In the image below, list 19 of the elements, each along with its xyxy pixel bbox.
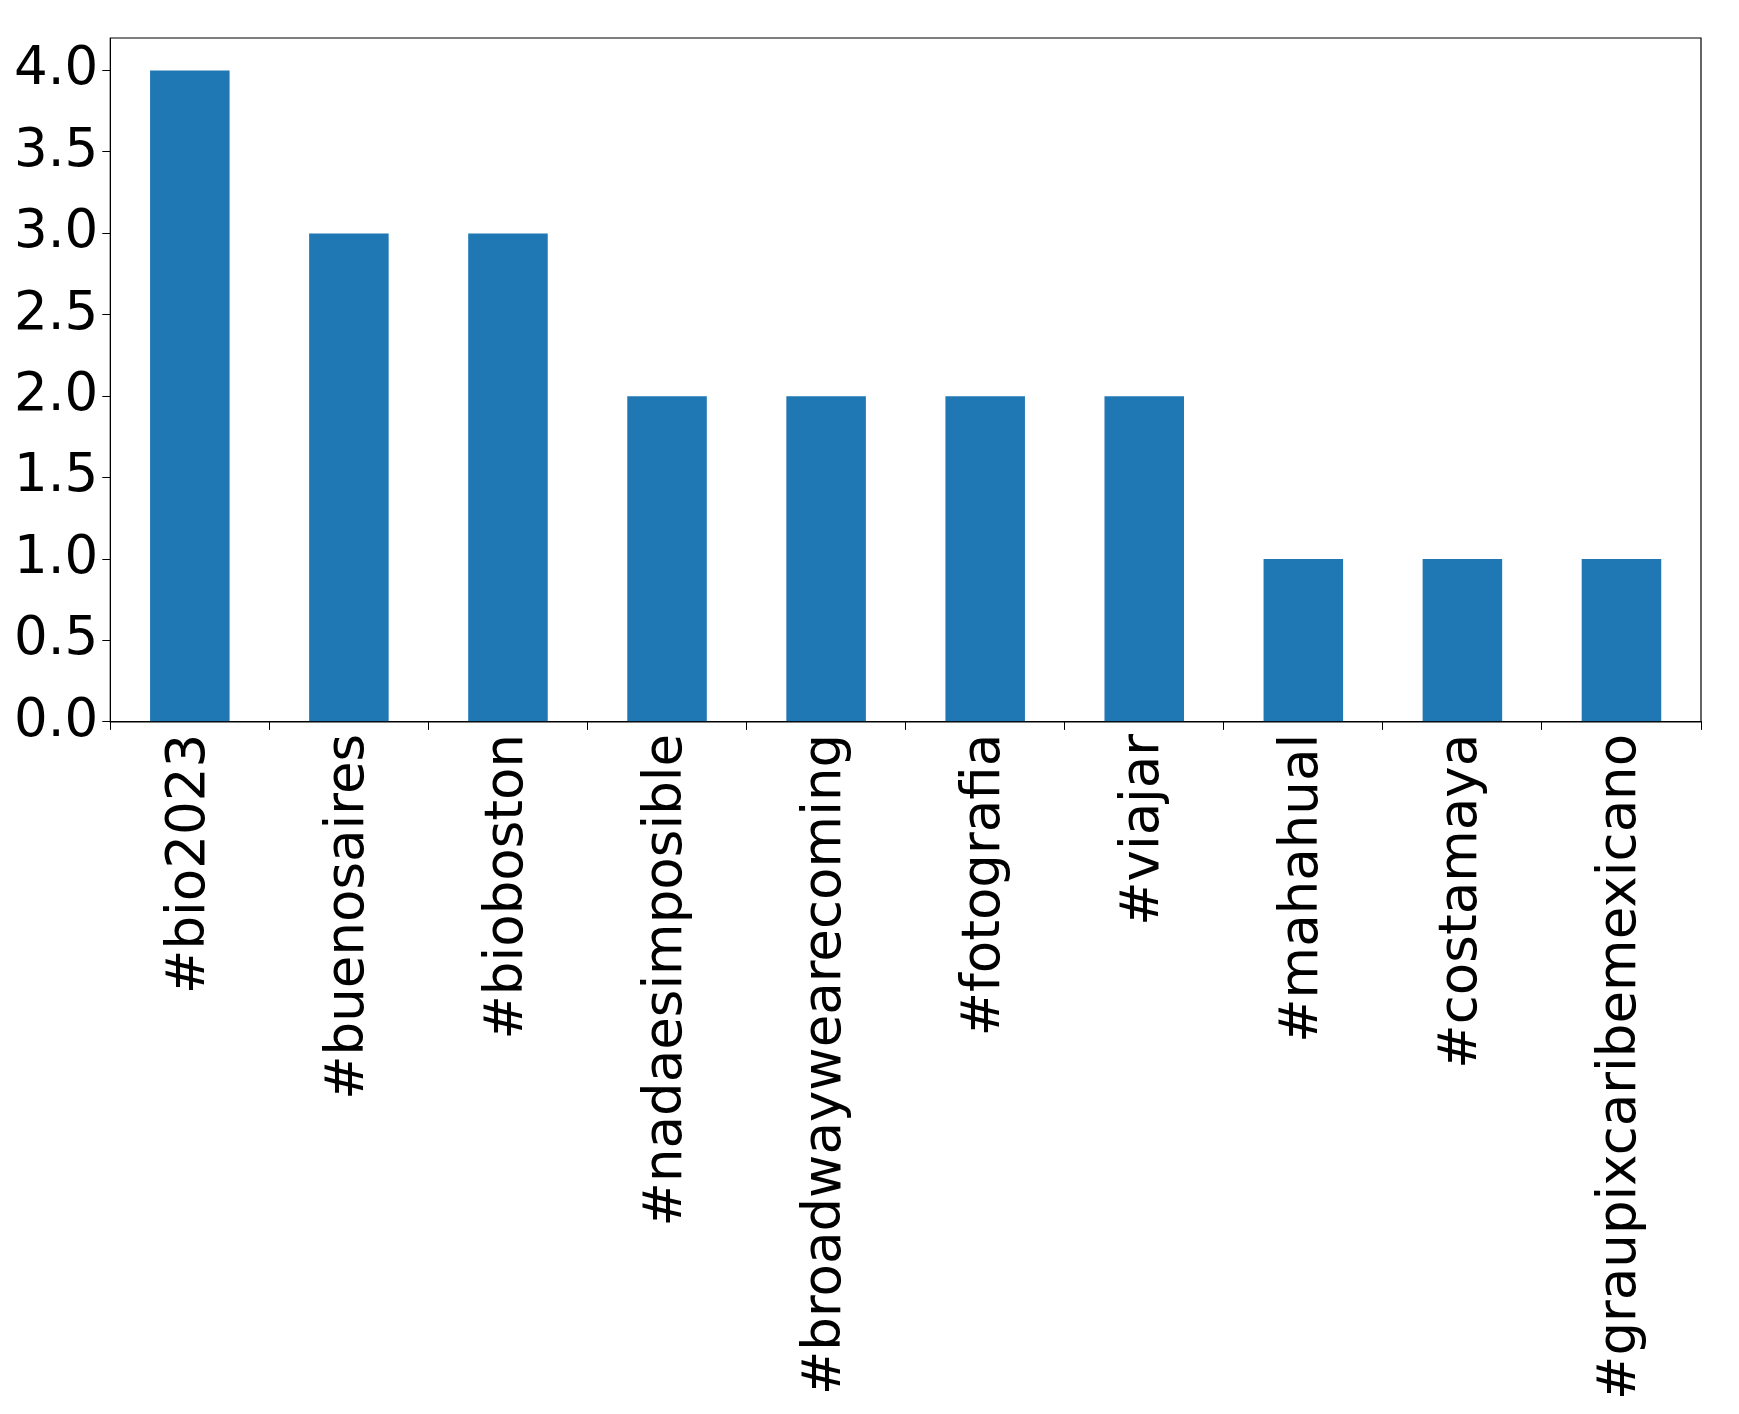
y-tick-label: 2.0 <box>13 360 99 422</box>
y-tick-label: 4.0 <box>13 35 99 97</box>
x-tick-label: #bio2023 <box>154 733 216 994</box>
x-tick-label: #buenosaires <box>313 733 375 1100</box>
x-tick-label: #broadwaywearecoming <box>790 733 852 1396</box>
x-tick-label: #graupixcaribemexicano <box>1586 733 1648 1400</box>
y-tick-label: 2.5 <box>13 279 99 341</box>
y-tick-label: 1.0 <box>13 523 99 585</box>
y-tick-label: 0.0 <box>13 686 99 748</box>
y-tick-label: 3.5 <box>13 116 99 178</box>
x-tick-label: #nadaesimposible <box>631 733 693 1227</box>
x-tick-label: #mahahual <box>1268 733 1330 1043</box>
x-tick-label: #viajar <box>1109 733 1171 926</box>
y-tick-label: 1.5 <box>13 442 99 504</box>
y-tick-label: 3.0 <box>13 198 99 260</box>
x-tick-label: #fotografia <box>949 733 1011 1037</box>
y-tick-label: 0.5 <box>13 605 99 667</box>
x-tick-label: #costamaya <box>1427 733 1489 1069</box>
x-tick-label: #bioboston <box>472 733 534 1040</box>
